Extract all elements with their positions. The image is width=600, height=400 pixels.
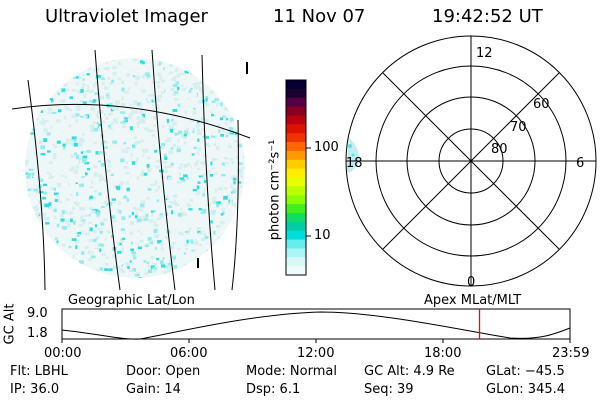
glon-info: GLon: 345.4 bbox=[486, 382, 566, 397]
colorbar-segment bbox=[286, 257, 306, 267]
colorbar-segment bbox=[286, 239, 306, 250]
mlt-label-0: 0 bbox=[467, 275, 476, 290]
gain-info: Gain: 14 bbox=[126, 382, 181, 397]
longitude-line bbox=[231, 119, 239, 290]
orbit-altitude-curve bbox=[61, 311, 571, 340]
colorbar-unit-label: photon cm⁻²s⁻¹ bbox=[267, 139, 283, 241]
longitude-line bbox=[27, 79, 46, 290]
colorbar-segment bbox=[286, 212, 306, 223]
altitude-timeline bbox=[61, 308, 571, 343]
geographic-grid bbox=[12, 50, 251, 290]
mlat-label-60: 60 bbox=[533, 97, 550, 112]
mlt-label-6: 6 bbox=[576, 156, 585, 171]
colorbar-segment bbox=[286, 150, 306, 161]
colorbar-segment bbox=[286, 221, 306, 232]
mlt-label-18: 18 bbox=[346, 156, 363, 171]
gc-alt-info: GC Alt: 4.9 Re bbox=[364, 364, 455, 379]
timeline-ylabel: GC Alt bbox=[2, 303, 18, 345]
longitude-line bbox=[151, 50, 176, 290]
colorbar-segment bbox=[286, 159, 306, 170]
colorbar-segment bbox=[286, 97, 306, 108]
filter-info: Flt: LBHL bbox=[10, 364, 68, 379]
timeline-xtick-1200: 12:00 bbox=[297, 346, 335, 361]
timeline-xtick-0000: 00:00 bbox=[44, 346, 82, 361]
colorbar-frame bbox=[285, 79, 307, 276]
colorbar-segment bbox=[286, 124, 306, 134]
glat-info: GLat: −45.5 bbox=[486, 364, 565, 379]
colorbar-segment bbox=[286, 266, 306, 276]
grid-tick bbox=[246, 62, 248, 74]
timeline-ytick-9: 9.0 bbox=[27, 306, 48, 321]
colorbar-segment bbox=[286, 195, 306, 205]
grid-tick bbox=[197, 258, 199, 268]
mlat-label-70: 70 bbox=[510, 120, 527, 135]
instrument-title: Ultraviolet Imager bbox=[45, 6, 208, 27]
timeline-ytick-1-8: 1.8 bbox=[27, 326, 48, 341]
colorbar-segment bbox=[286, 133, 306, 143]
observation-time: 19:42:52 UT bbox=[432, 6, 543, 27]
geographic-image-panel bbox=[12, 50, 251, 290]
observation-date: 11 Nov 07 bbox=[273, 6, 366, 27]
colorbar-segment bbox=[286, 142, 306, 152]
mode-info: Mode: Normal bbox=[246, 364, 337, 379]
mlt-label-12: 12 bbox=[476, 46, 493, 61]
colorbar-segment bbox=[286, 115, 306, 125]
longitude-line bbox=[201, 54, 216, 290]
timeline-xtick-2359: 23:59 bbox=[552, 346, 590, 361]
intensity-colorbar bbox=[286, 80, 306, 276]
ip-info: IP: 36.0 bbox=[10, 382, 60, 397]
colorbar-segment bbox=[286, 204, 306, 214]
latitude-line bbox=[12, 103, 251, 139]
colorbar-tick-100: 100 bbox=[314, 140, 339, 155]
timeline-frame bbox=[61, 308, 571, 340]
timeline-xtick-1800: 18:00 bbox=[424, 346, 462, 361]
colorbar-segment bbox=[286, 106, 306, 117]
colorbar-segment bbox=[286, 177, 306, 187]
colorbar-segment bbox=[286, 80, 306, 90]
timeline-xtick-0600: 06:00 bbox=[170, 346, 208, 361]
colorbar-tick-10: 10 bbox=[314, 228, 331, 243]
polar-diagonal bbox=[382, 72, 560, 250]
colorbar-segment bbox=[286, 230, 306, 241]
mlat-label-80: 80 bbox=[491, 142, 508, 157]
longitude-line bbox=[94, 50, 121, 290]
uv-emission-speckle bbox=[25, 58, 245, 278]
colorbar-segment bbox=[286, 186, 306, 196]
dsp-info: Dsp: 6.1 bbox=[246, 382, 301, 397]
seq-info: Seq: 39 bbox=[364, 382, 414, 397]
colorbar-segment bbox=[286, 88, 306, 99]
colorbar-segment bbox=[286, 168, 306, 179]
geographic-grid-label: Geographic Lat/Lon bbox=[68, 293, 195, 308]
colorbar-segment bbox=[286, 248, 306, 258]
apex-grid-label: Apex MLat/MLT bbox=[424, 293, 522, 308]
door-info: Door: Open bbox=[126, 364, 201, 379]
polar-mlat-mlt-plot bbox=[345, 35, 597, 287]
